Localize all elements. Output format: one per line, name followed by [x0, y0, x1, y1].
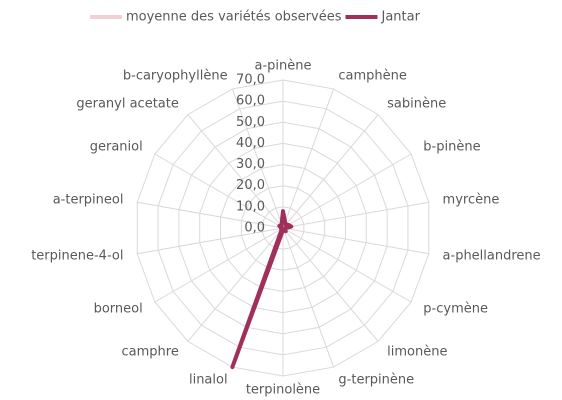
- category-label: a-phellandrene: [443, 249, 541, 264]
- spoke: [137, 201, 284, 229]
- category-label: linalol: [189, 373, 228, 388]
- category-label: borneol: [94, 302, 143, 317]
- category-label: myrcène: [443, 192, 500, 207]
- spoke: [187, 114, 284, 229]
- spoke: [282, 227, 429, 255]
- spoke: [282, 153, 412, 229]
- tick-label: 70,0: [236, 73, 265, 88]
- tick-label: 60,0: [236, 94, 265, 109]
- series-line: [230, 209, 294, 370]
- legend-label: Jantar: [380, 10, 420, 25]
- spoke: [282, 227, 335, 368]
- category-label: sabinène: [387, 96, 446, 111]
- category-label: g-terpinène: [338, 373, 414, 388]
- category-label: a-terpineol: [53, 192, 124, 207]
- legend-label: moyenne des variétés observées: [126, 10, 342, 25]
- tick-label: 40,0: [236, 136, 265, 151]
- spoke: [187, 227, 284, 342]
- spoke: [282, 88, 335, 229]
- category-label: b-pinène: [423, 140, 480, 155]
- spoke: [282, 227, 412, 303]
- spoke: [282, 201, 429, 229]
- spoke: [154, 153, 284, 229]
- category-label: camphre: [122, 345, 179, 360]
- tick-label: 20,0: [236, 178, 265, 193]
- spoke: [231, 88, 284, 229]
- category-label: terpinolène: [246, 383, 320, 398]
- category-label: geranyl acetate: [76, 96, 179, 111]
- spoke: [137, 227, 284, 255]
- category-label: terpinene-4-ol: [31, 249, 123, 264]
- tick-label: 50,0: [236, 115, 265, 130]
- category-label: limonène: [387, 345, 447, 360]
- category-label: b-caryophyllène: [123, 68, 228, 83]
- tick-label: 0,0: [244, 221, 265, 236]
- tick-label: 10,0: [236, 199, 265, 214]
- tick-label: 30,0: [236, 157, 265, 172]
- category-label: p-cymène: [423, 302, 488, 317]
- category-label: a-pinène: [255, 59, 312, 74]
- spoke: [282, 227, 379, 342]
- category-label: camphène: [338, 68, 407, 83]
- category-label: geraniol: [90, 140, 143, 155]
- spoke: [282, 114, 379, 229]
- spoke: [154, 227, 284, 303]
